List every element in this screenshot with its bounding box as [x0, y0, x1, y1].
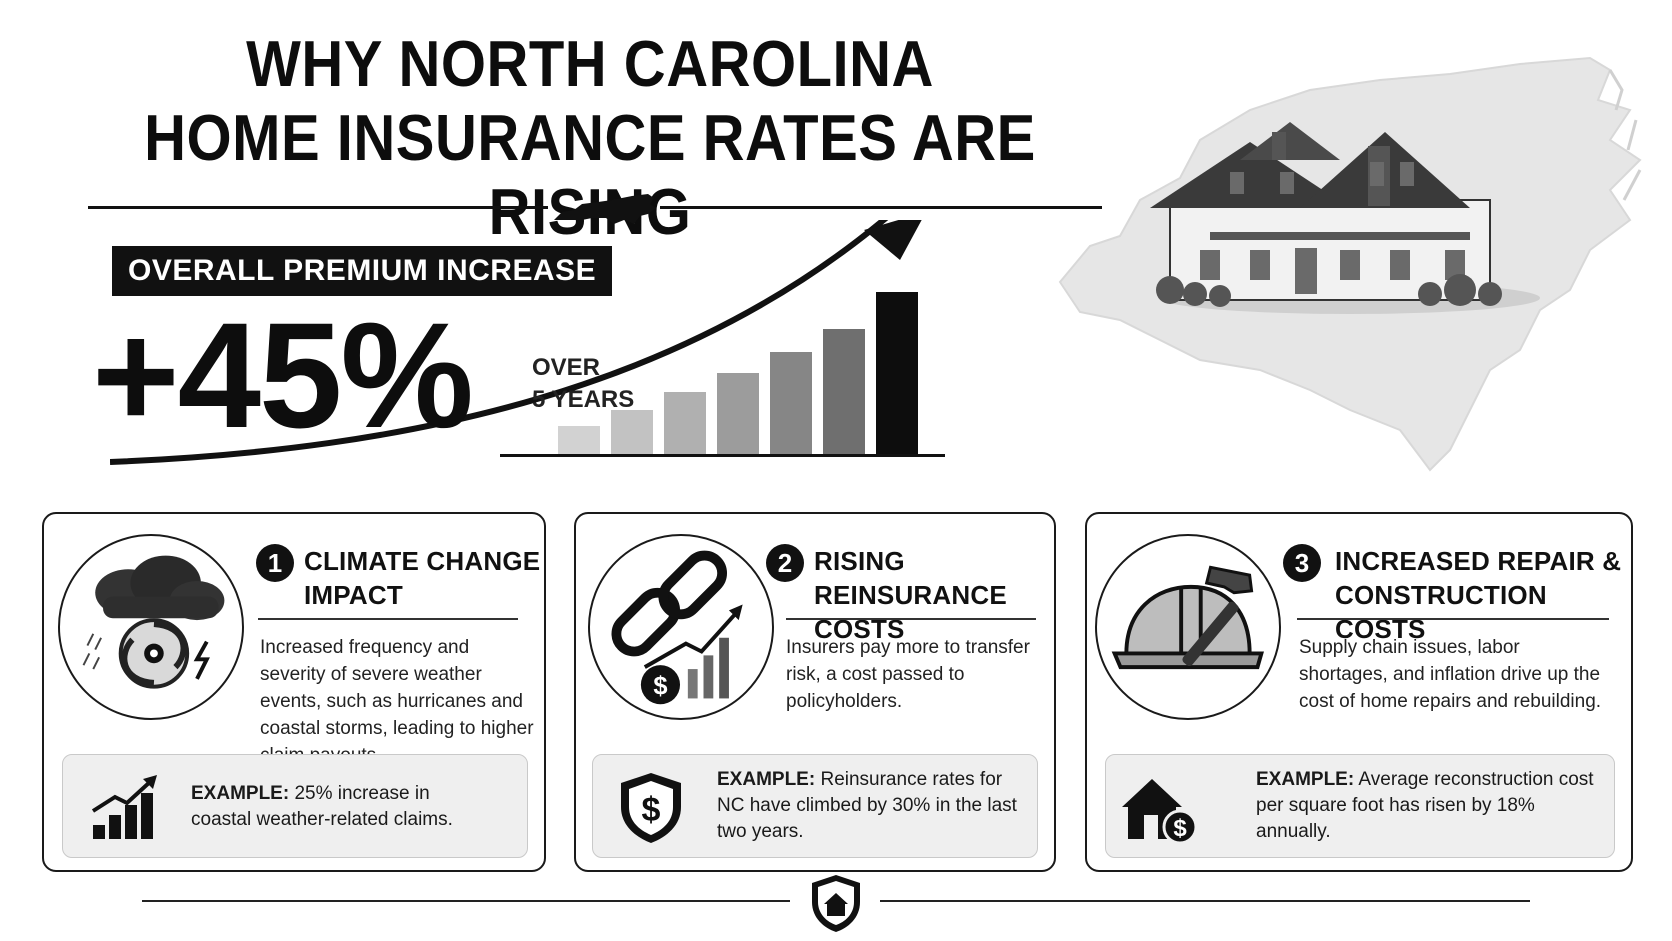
- factor-card-repair-costs: 3 INCREASED REPAIR & CONSTRUCTION COSTS …: [1085, 512, 1633, 872]
- period-line-1: OVER: [532, 354, 601, 381]
- growth-bar: [717, 373, 759, 454]
- footer-divider-right: [880, 900, 1530, 902]
- svg-text:$: $: [642, 791, 661, 829]
- card-number-badge: 3: [1283, 544, 1321, 582]
- card-title-line-1: INCREASED REPAIR &: [1335, 546, 1622, 576]
- factor-card-reinsurance: $ 2 RISING REINSURANCE COSTS Insurers pa…: [574, 512, 1056, 872]
- storm-hurricane-icon: [58, 534, 244, 720]
- growth-bar: [770, 352, 812, 454]
- example-box: $ EXAMPLE: Average reconstruction cost p…: [1105, 754, 1615, 858]
- svg-text:$: $: [1173, 815, 1187, 842]
- page-title: WHY NORTH CAROLINA HOME INSURANCE RATES …: [60, 28, 1120, 250]
- chain-link-dollar-icon: $: [588, 534, 774, 720]
- home-shield-icon: [812, 875, 860, 932]
- example-box: $ EXAMPLE: Reinsurance rates for NC have…: [592, 754, 1038, 858]
- example-detail: Reinsurance rates for NC have climbed by…: [717, 769, 1017, 842]
- premium-growth-graphic: [110, 220, 945, 465]
- house-illustration: [1150, 122, 1540, 314]
- title-divider-left: [88, 206, 548, 209]
- card-title: INCREASED REPAIR & CONSTRUCTION COSTS: [1335, 544, 1631, 646]
- card-description: Increased frequency and severity of seve…: [260, 637, 534, 766]
- example-label: EXAMPLE:: [1256, 769, 1355, 790]
- svg-text:$: $: [653, 673, 667, 701]
- period-line-2: 5 YEARS: [532, 386, 635, 413]
- premium-increase-value: +45%: [92, 291, 474, 459]
- rising-bar-chart-icon: [91, 775, 157, 839]
- example-detail: Average reconstruction cost per square f…: [1256, 769, 1594, 842]
- title-divider-right: [660, 206, 1102, 209]
- footer-divider-left: [142, 900, 790, 902]
- growth-bars: [558, 292, 918, 454]
- shield-dollar-icon: $: [621, 773, 681, 843]
- bars-baseline: [500, 454, 945, 457]
- hard-hat-hammer-icon: [1095, 534, 1281, 720]
- card-divider: [786, 618, 1036, 620]
- card-number-badge: 1: [256, 544, 294, 582]
- example-detail: 25% increase in coastal weather-related …: [191, 783, 453, 830]
- growth-bar: [664, 392, 706, 454]
- growth-bar: [876, 292, 918, 454]
- trend-arrow-line: [110, 220, 889, 465]
- example-text: EXAMPLE: 25% increase in coastal weather…: [191, 781, 487, 833]
- card-title-line-2: REINSURANCE COSTS: [814, 580, 1007, 644]
- premium-increase-period: OVER 5 YEARS: [532, 352, 634, 416]
- card-title-line-1: RISING: [814, 546, 905, 576]
- example-text: EXAMPLE: Average reconstruction cost per…: [1256, 767, 1596, 845]
- house-dollar-icon: $: [1122, 779, 1198, 845]
- premium-increase-label: OVERALL PREMIUM INCREASE: [112, 246, 613, 296]
- north-carolina-map-illustration: [1058, 56, 1642, 472]
- card-title: CLIMATE CHANGE IMPACT: [304, 544, 540, 612]
- card-title-line-1: CLIMATE CHANGE: [304, 546, 541, 576]
- card-title: RISING REINSURANCE COSTS: [814, 544, 1054, 646]
- trend-arrow-head: [864, 220, 922, 260]
- title-line-2: HOME INSURANCE RATES ARE RISING: [144, 101, 1036, 249]
- growth-bar: [823, 329, 865, 454]
- title-line-1: WHY NORTH CAROLINA: [246, 28, 934, 101]
- example-box: EXAMPLE: 25% increase in coastal weather…: [62, 754, 528, 858]
- card-divider: [258, 618, 518, 620]
- card-divider: [1297, 618, 1609, 620]
- example-label: EXAMPLE:: [191, 783, 290, 804]
- card-title-line-2: IMPACT: [304, 580, 403, 610]
- growth-bar: [611, 410, 653, 454]
- card-description: Supply chain issues, labor shortages, an…: [1299, 637, 1602, 712]
- north-carolina-outline-icon: [554, 194, 656, 224]
- card-number-badge: 2: [766, 544, 804, 582]
- example-text: EXAMPLE: Reinsurance rates for NC have c…: [717, 767, 1017, 845]
- growth-bar: [558, 426, 600, 454]
- card-description: Insurers pay more to transfer risk, a co…: [786, 637, 1030, 712]
- example-label: EXAMPLE:: [717, 769, 816, 790]
- factor-card-climate: 1 CLIMATE CHANGE IMPACT Increased freque…: [42, 512, 546, 872]
